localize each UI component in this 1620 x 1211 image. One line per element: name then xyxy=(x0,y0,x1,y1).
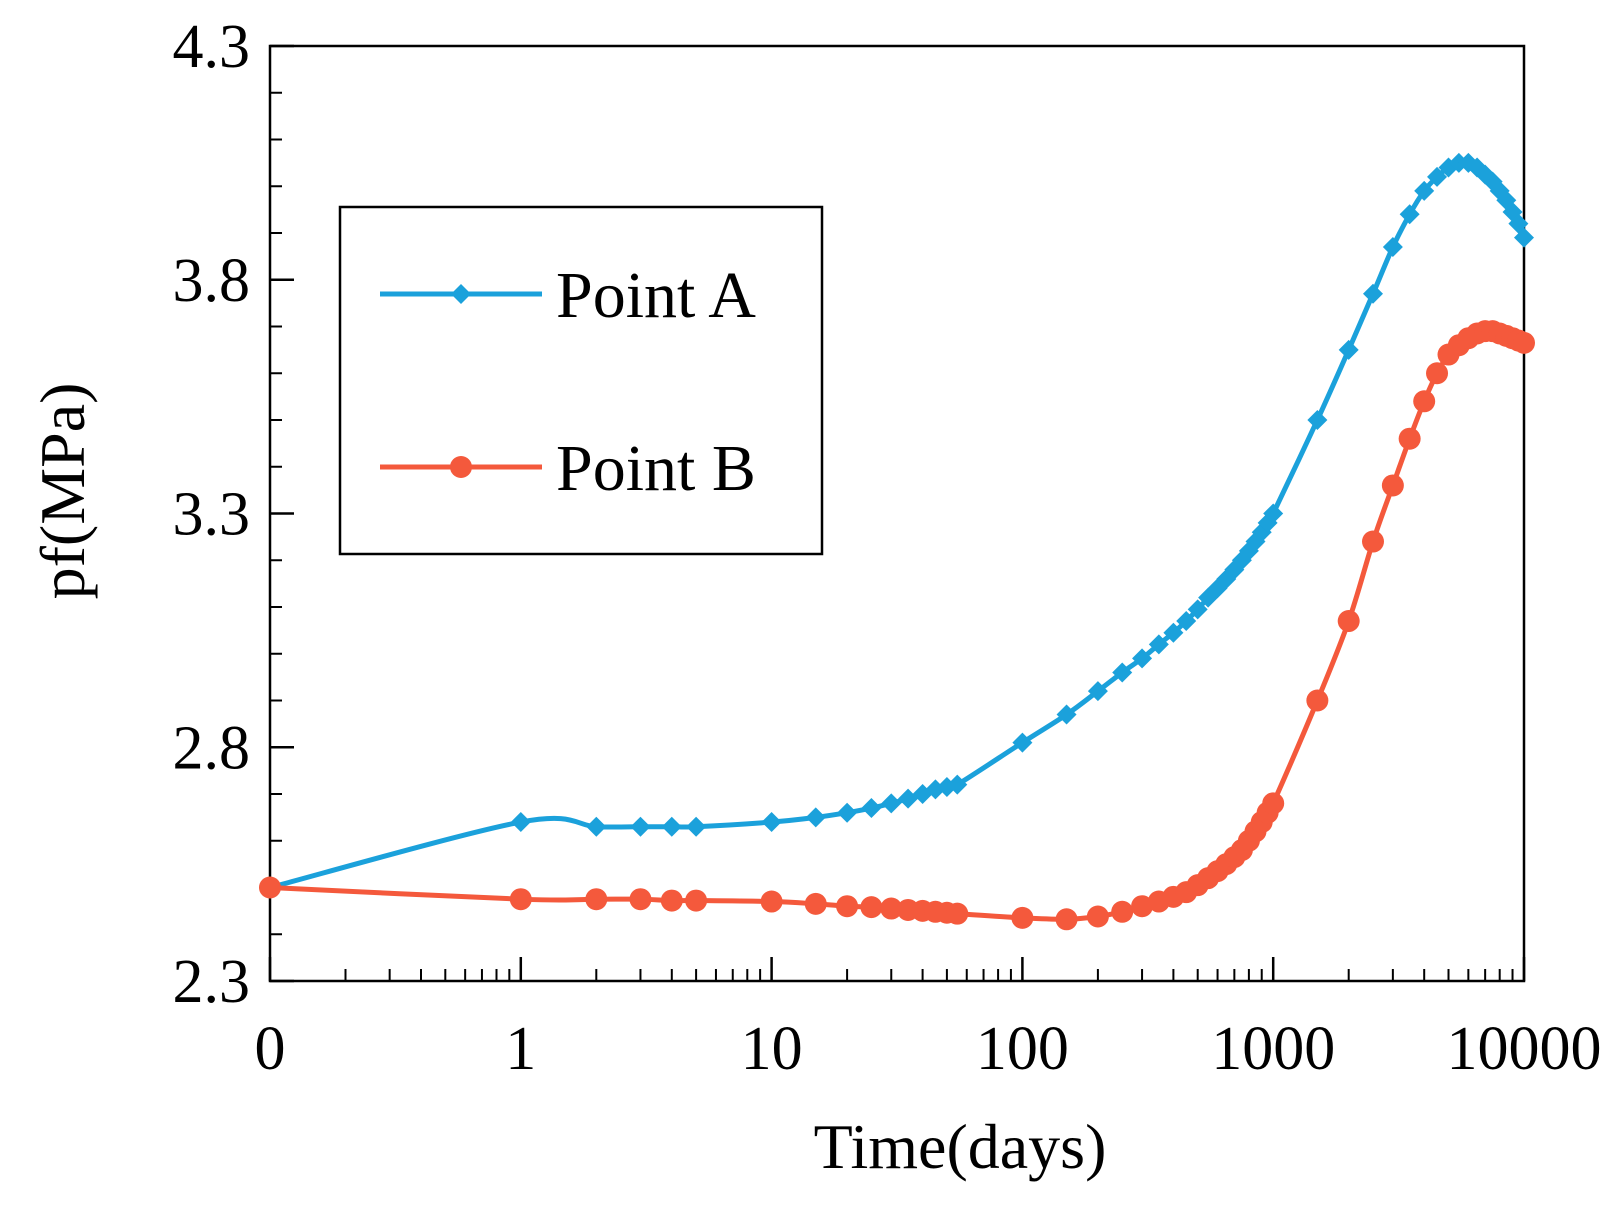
data-point-point-a xyxy=(630,816,651,837)
series-point-a xyxy=(260,152,1534,898)
data-point-point-b xyxy=(585,888,608,911)
data-point-point-b xyxy=(804,892,827,915)
x-tick-label: 10 xyxy=(741,1015,803,1083)
series-point-b xyxy=(259,320,1535,931)
x-tick-label: 10000 xyxy=(1447,1015,1602,1083)
data-point-point-a xyxy=(1132,648,1153,669)
data-point-point-b xyxy=(946,902,969,925)
legend-label-point-b: Point B xyxy=(556,432,756,505)
legend-box xyxy=(338,205,824,556)
series-layer xyxy=(259,152,1535,931)
data-point-point-a xyxy=(1056,704,1077,725)
data-point-point-b xyxy=(1306,689,1329,712)
data-point-point-a xyxy=(947,774,968,795)
data-point-point-b xyxy=(1513,331,1535,354)
major-ticks xyxy=(268,44,1526,983)
data-point-point-b xyxy=(880,897,903,920)
data-point-point-b xyxy=(1055,908,1078,931)
x-tick-label: 1 xyxy=(505,1015,536,1083)
data-point-point-a xyxy=(881,793,902,814)
data-point-point-a xyxy=(1148,634,1169,655)
data-point-point-a xyxy=(510,812,531,833)
y-tick-label: 2.3 xyxy=(173,948,251,1016)
x-tick-labels: 0 1 10 100 1000 10000 xyxy=(255,1015,1602,1083)
data-point-point-b xyxy=(1398,427,1421,450)
x-axis-title: Time(days) xyxy=(814,1111,1107,1182)
data-point-point-b xyxy=(1086,905,1109,928)
data-point-point-b xyxy=(629,888,652,911)
data-point-point-b xyxy=(259,876,281,899)
x-tick-label: 100 xyxy=(976,1015,1069,1083)
data-point-point-a xyxy=(1382,237,1403,258)
y-tick-label: 3.8 xyxy=(173,247,251,315)
x-tick-label: 0 xyxy=(255,1015,286,1083)
data-point-point-b xyxy=(1131,895,1154,918)
data-point-point-a xyxy=(837,802,858,823)
data-point-point-a xyxy=(1399,204,1420,225)
data-point-point-a xyxy=(805,807,826,828)
data-point-point-a xyxy=(761,812,782,833)
data-point-point-a xyxy=(861,798,882,819)
y-tick-labels: 2.3 2.8 3.3 3.8 4.3 xyxy=(173,13,251,1016)
data-point-point-b xyxy=(836,895,859,918)
data-point-point-b xyxy=(1413,390,1436,413)
data-point-point-b xyxy=(660,889,683,912)
y-tick-label: 3.3 xyxy=(173,481,251,549)
data-point-point-a xyxy=(1012,732,1033,753)
y-tick-label: 4.3 xyxy=(173,13,251,81)
data-point-point-a xyxy=(1176,611,1197,632)
data-point-point-b xyxy=(1381,474,1404,497)
legend-marker-point-a xyxy=(451,284,471,304)
legend: Point A Point B xyxy=(338,205,824,556)
legend-label-point-a: Point A xyxy=(556,259,756,332)
data-point-point-a xyxy=(586,816,607,837)
data-point-point-a xyxy=(1187,599,1208,620)
data-point-point-a xyxy=(1363,283,1384,304)
legend-marker-shape-point-b xyxy=(450,456,472,478)
data-point-point-b xyxy=(509,888,532,911)
y-axis-title: pf(MPa) xyxy=(27,383,98,600)
data-point-point-b xyxy=(685,889,708,912)
data-point-point-b xyxy=(760,890,783,913)
data-point-point-b xyxy=(1011,906,1034,929)
y-tick-label: 2.8 xyxy=(173,714,251,782)
data-point-point-a xyxy=(1338,339,1359,360)
data-point-point-a xyxy=(1263,503,1284,524)
data-point-point-a xyxy=(1112,662,1133,683)
data-point-point-a xyxy=(686,816,707,837)
minor-ticks xyxy=(270,91,1514,981)
legend-marker-shape-point-a xyxy=(451,284,471,304)
data-point-point-a xyxy=(1427,166,1448,187)
data-point-point-b xyxy=(860,896,883,919)
data-point-point-a xyxy=(1514,227,1534,248)
data-point-point-b xyxy=(1426,362,1449,385)
data-point-point-b xyxy=(1262,792,1285,815)
data-point-point-a xyxy=(1163,622,1184,643)
data-point-point-a xyxy=(661,816,682,837)
data-point-point-a xyxy=(1414,180,1435,201)
data-point-point-b xyxy=(1337,610,1360,633)
data-point-point-b xyxy=(1362,530,1385,553)
x-tick-label: 1000 xyxy=(1211,1015,1335,1083)
data-point-point-a xyxy=(1307,410,1328,430)
data-point-point-a xyxy=(1087,681,1108,702)
data-point-point-b xyxy=(1111,900,1134,923)
legend-marker-point-b xyxy=(450,456,472,478)
